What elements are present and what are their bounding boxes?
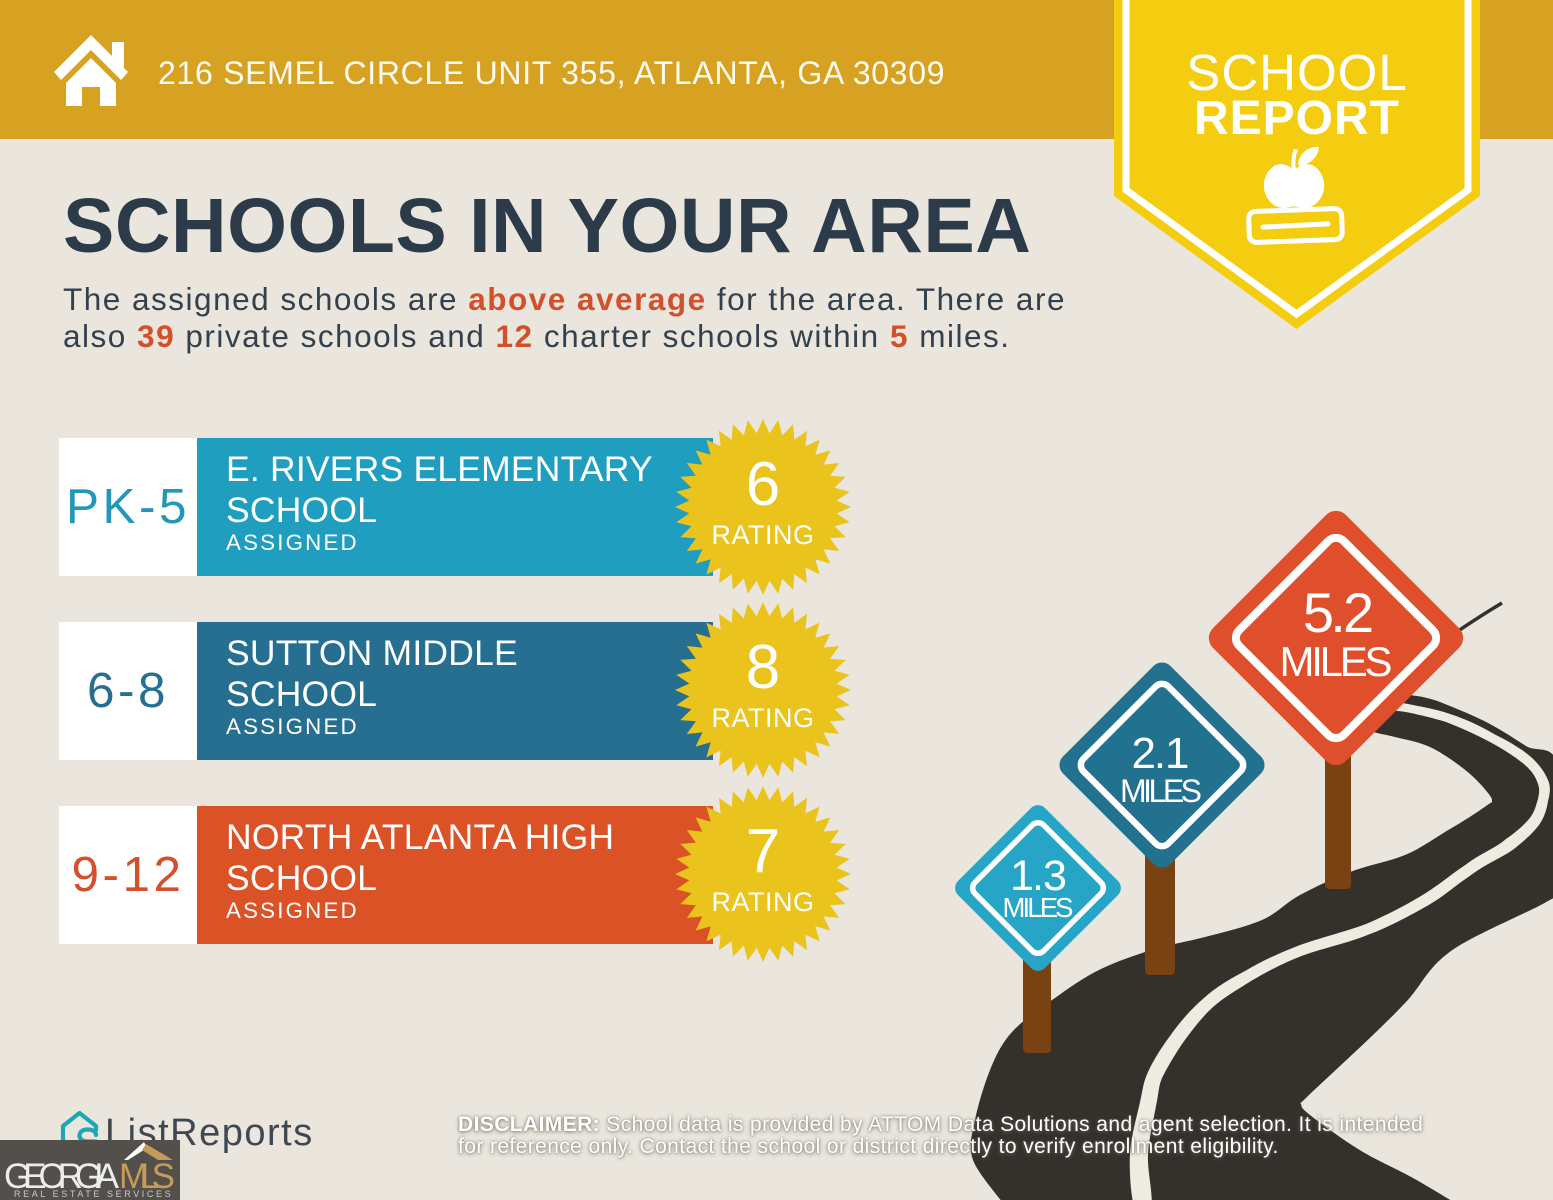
svg-text:REAL ESTATE SERVICES: REAL ESTATE SERVICES (14, 1189, 173, 1199)
svg-text:.: . (1154, 729, 1166, 778)
svg-text:2: 2 (1132, 729, 1156, 778)
svg-text:MLS: MLS (119, 1157, 175, 1196)
svg-text:GEORGIA: GEORGIA (4, 1157, 120, 1196)
svg-text:MILES: MILES (1003, 892, 1074, 923)
svg-text:.: . (1330, 581, 1346, 644)
svg-text:REPORT: REPORT (1194, 92, 1400, 145)
svg-text:5: 5 (1303, 581, 1334, 644)
svg-text:2: 2 (1343, 581, 1374, 644)
svg-text:SCHOOL: SCHOOL (1186, 44, 1407, 101)
svg-text:1: 1 (1165, 729, 1189, 778)
svg-text:.: . (1032, 852, 1044, 900)
svg-text:3: 3 (1043, 852, 1067, 900)
svg-text:MILES: MILES (1120, 773, 1202, 809)
svg-text:1: 1 (1010, 852, 1034, 900)
svg-text:MILES: MILES (1280, 638, 1393, 685)
